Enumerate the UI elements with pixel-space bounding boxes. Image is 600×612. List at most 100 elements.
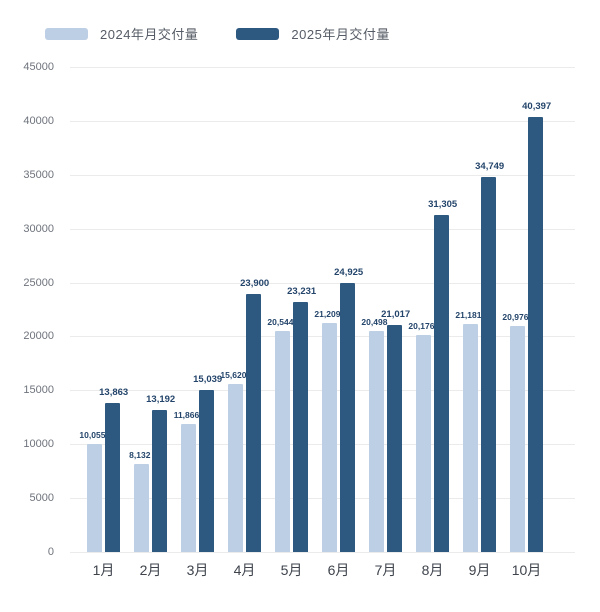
bar-2024 <box>369 331 384 552</box>
y-axis-tick-label: 10000 <box>23 438 54 451</box>
x-axis-month-label: 9月 <box>468 562 491 578</box>
bar-slot: 23,231 <box>287 286 316 552</box>
bar-slot: 15,620 <box>220 370 246 552</box>
x-axis-month-label: 7月 <box>374 562 397 578</box>
bar-2024 <box>510 325 525 552</box>
bar-2024 <box>416 334 431 552</box>
bar-slot: 8,132 <box>129 450 150 552</box>
x-axis-month-label: 10月 <box>511 562 542 578</box>
y-axis-tick-label: 45000 <box>23 61 54 73</box>
y-axis-tick-label: 15000 <box>23 384 54 397</box>
bar-2025 <box>293 301 308 552</box>
bar-value-label-2024: 20,498 <box>361 317 388 328</box>
y-axis-tick-label: 35000 <box>23 168 54 181</box>
bar-slot: 20,176 <box>408 321 434 552</box>
bar-2024 <box>134 464 149 552</box>
x-axis-month-label: 4月 <box>233 562 256 578</box>
x-axis-baseline <box>70 552 575 553</box>
bar-value-label-2024: 15,620 <box>220 369 247 380</box>
bar-slot: 15,039 <box>193 374 222 552</box>
bar-value-label-2024: 10,055 <box>79 429 106 440</box>
bar-value-label-2025: 23,231 <box>287 285 317 297</box>
bar-2025 <box>528 116 543 552</box>
bar-slot: 34,749 <box>475 162 504 552</box>
bar-group: 15,620 23,900 <box>220 67 269 552</box>
x-axis-month-label: 2月 <box>139 562 162 578</box>
bar-2024 <box>181 424 196 552</box>
bar-slot: 13,192 <box>146 394 175 552</box>
x-axis-month-label: 1月 <box>92 562 115 578</box>
legend-item-2025[interactable]: 2025年月交付量 <box>236 24 389 43</box>
bar-value-label-2025: 24,925 <box>334 267 364 279</box>
bar-group: 10,055 13,863 <box>79 67 128 552</box>
bar-2025 <box>246 294 261 552</box>
legend-label-2025: 2025年月交付量 <box>291 27 390 42</box>
bar-slot: 31,305 <box>428 199 457 552</box>
bar-value-label-2025: 40,397 <box>522 100 552 112</box>
y-axis-tick-label: 25000 <box>23 276 54 289</box>
bar-2025 <box>481 177 496 552</box>
bar-value-label-2025: 21,017 <box>381 309 411 321</box>
bar-2024 <box>322 323 337 552</box>
bar-slot: 20,976 <box>502 312 528 552</box>
bar-value-label-2025: 15,039 <box>193 373 223 385</box>
bar-group: 20,544 23,231 <box>267 67 316 552</box>
bar-slot: 23,900 <box>240 279 269 552</box>
x-axis-month-label: 8月 <box>421 562 444 578</box>
legend: 2024年月交付量 2025年月交付量 <box>45 24 390 43</box>
bar-slot: 20,498 <box>361 317 387 552</box>
x-axis-month-label: 6月 <box>327 562 350 578</box>
bar-value-label-2025: 13,863 <box>99 386 129 398</box>
bar-group: 21,209 24,925 <box>314 67 363 552</box>
y-axis-tick-label: 0 <box>47 546 54 558</box>
y-axis-tick-label: 40000 <box>23 114 54 127</box>
bar-value-label-2024: 20,976 <box>502 311 529 322</box>
bars-area: 10,055 13,863 8,132 13,192 11,866 15,039 15,62… <box>79 67 551 552</box>
bar-value-label-2025: 23,900 <box>240 278 270 290</box>
bar-group: 8,132 13,192 <box>127 67 175 552</box>
bar-2024 <box>87 443 102 552</box>
gridline <box>70 282 575 284</box>
bar-slot: 21,209 <box>314 309 340 552</box>
bar-value-label-2024: 21,209 <box>314 309 341 320</box>
bar-2024 <box>275 330 290 552</box>
bar-group: 11,866 15,039 <box>174 67 222 552</box>
y-axis: 0 5000 10000 15000 20000 25000 30000 35000 40000… <box>0 61 62 558</box>
bar-slot: 21,181 <box>455 310 481 552</box>
bar-2024 <box>463 323 478 552</box>
bar-slot: 11,866 <box>174 410 199 552</box>
bar-slot: 24,925 <box>334 268 363 552</box>
legend-label-2024: 2024年月交付量 <box>100 27 199 42</box>
bar-slot: 20,544 <box>267 317 293 552</box>
bar-value-label-2024: 20,544 <box>267 316 294 327</box>
bar-2025 <box>434 214 449 552</box>
bar-group: 20,976 40,397 <box>502 67 551 552</box>
bar-group: 20,176 31,305 <box>408 67 457 552</box>
bar-value-label-2024: 20,176 <box>408 320 435 331</box>
legend-item-2024[interactable]: 2024年月交付量 <box>45 24 198 43</box>
bar-value-label-2024: 11,866 <box>173 410 200 421</box>
bar-slot: 40,397 <box>522 101 551 552</box>
y-axis-tick-label: 30000 <box>23 222 54 235</box>
legend-swatch-2024 <box>45 27 88 40</box>
bar-group: 20,498 21,017 <box>361 67 410 552</box>
bar-2025 <box>199 389 214 552</box>
bar-2025 <box>105 402 120 552</box>
y-axis-tick-label: 5000 <box>29 492 54 505</box>
x-axis-month-label: 5月 <box>280 562 303 578</box>
bar-slot: 13,863 <box>99 387 128 552</box>
gridline <box>70 174 575 176</box>
gridline <box>70 228 575 230</box>
gridline <box>70 120 575 122</box>
legend-swatch-2025 <box>236 27 280 40</box>
bar-2024 <box>228 383 243 552</box>
gridline <box>70 67 575 68</box>
bar-2025 <box>340 283 355 552</box>
bar-group: 21,181 34,749 <box>455 67 504 552</box>
bar-value-label-2025: 31,305 <box>428 198 458 210</box>
x-axis: 1月 2月 3月 4月 5月 6月 7月 8月 9月 10月 <box>80 560 550 580</box>
bar-value-label-2024: 8,132 <box>129 450 151 461</box>
y-axis-tick-label: 20000 <box>23 330 54 343</box>
bar-slot: 21,017 <box>381 310 410 552</box>
